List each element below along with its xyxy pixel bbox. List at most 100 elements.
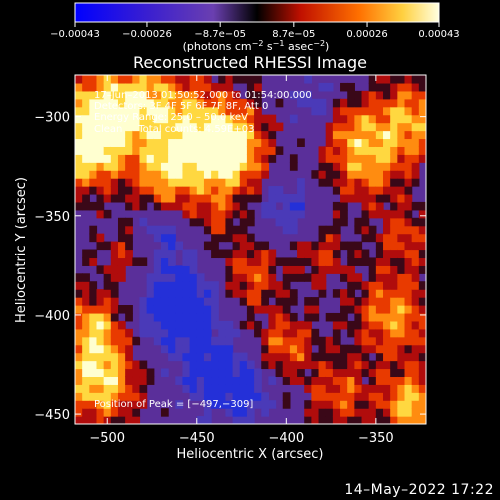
heatmap-cell bbox=[332, 178, 341, 187]
heatmap-cell bbox=[354, 336, 363, 346]
heatmap-cell bbox=[125, 138, 133, 147]
heatmap-cell bbox=[96, 162, 105, 171]
heatmap-cell bbox=[332, 336, 341, 346]
heatmap-cell bbox=[368, 209, 377, 219]
heatmap-cell bbox=[246, 114, 255, 124]
heatmap-cell bbox=[232, 384, 241, 393]
heatmap-cell bbox=[125, 416, 133, 424]
heatmap-cell bbox=[132, 416, 141, 424]
heatmap-cell bbox=[354, 360, 363, 370]
heatmap-cell bbox=[103, 170, 112, 179]
heatmap-cell bbox=[375, 312, 384, 322]
heatmap-cell bbox=[132, 75, 141, 84]
heatmap-cell bbox=[146, 138, 155, 147]
heatmap-cell bbox=[246, 209, 255, 219]
heatmap-cell bbox=[203, 400, 212, 409]
heatmap-cell bbox=[404, 384, 413, 393]
heatmap-cell bbox=[125, 249, 133, 259]
footer-date: 14–May–2022 17:22 bbox=[344, 482, 494, 498]
heatmap-cell bbox=[196, 352, 205, 362]
heatmap-cell bbox=[160, 312, 169, 322]
heatmap-cell bbox=[383, 122, 391, 132]
heatmap-cell bbox=[397, 178, 406, 187]
heatmap-cell bbox=[390, 98, 398, 108]
heatmap-cell bbox=[182, 289, 191, 298]
heatmap-cell bbox=[268, 265, 277, 274]
heatmap-cell bbox=[110, 328, 119, 338]
heatmap-cell bbox=[404, 328, 413, 338]
heatmap-cell bbox=[304, 241, 312, 251]
heatmap-cell bbox=[75, 336, 83, 346]
heatmap-cell bbox=[125, 376, 133, 385]
heatmap-cell bbox=[347, 82, 355, 92]
heatmap-cell bbox=[375, 305, 384, 314]
x-tick-label: −400 bbox=[268, 431, 304, 446]
heatmap-cell bbox=[354, 178, 363, 187]
heatmap-cell bbox=[340, 98, 348, 108]
heatmap-cell bbox=[146, 130, 155, 140]
heatmap-cell bbox=[132, 82, 141, 92]
annotation-time: 17–Jun–2013 01:50:52.000 to 01:54:00.000 bbox=[94, 90, 312, 101]
heatmap-cell bbox=[182, 344, 191, 354]
heatmap-cell bbox=[418, 297, 426, 306]
heatmap-cell bbox=[361, 336, 370, 346]
heatmap-cell bbox=[75, 352, 83, 362]
heatmap-cell bbox=[332, 265, 341, 274]
heatmap-cell bbox=[117, 257, 126, 266]
heatmap-cell bbox=[168, 320, 176, 330]
heatmap-cell bbox=[254, 241, 262, 251]
heatmap-cell bbox=[189, 146, 198, 155]
heatmap-cell bbox=[297, 193, 305, 203]
y-tick-label: −300 bbox=[34, 111, 70, 126]
heatmap-cell bbox=[254, 328, 262, 338]
heatmap-cell bbox=[82, 130, 90, 140]
heatmap-cell bbox=[418, 209, 426, 219]
heatmap-cell bbox=[375, 400, 384, 409]
heatmap-cell bbox=[282, 257, 291, 266]
heatmap-cell bbox=[368, 328, 377, 338]
heatmap-cell bbox=[225, 90, 234, 100]
heatmap-cell bbox=[254, 98, 262, 108]
heatmap-cell bbox=[168, 154, 176, 163]
heatmap-cell bbox=[160, 193, 169, 203]
heatmap-cell bbox=[411, 312, 420, 322]
heatmap-cell bbox=[411, 162, 420, 171]
heatmap-cell bbox=[311, 408, 320, 417]
heatmap-cell bbox=[139, 170, 148, 179]
heatmap-cell bbox=[325, 408, 334, 417]
y-axis-label: Heliocentric Y (arcsec) bbox=[14, 177, 29, 323]
heatmap-cell bbox=[82, 193, 90, 203]
heatmap-cell bbox=[211, 344, 219, 354]
heatmap-cell bbox=[383, 154, 391, 163]
heatmap-cell bbox=[225, 130, 234, 140]
heatmap-cell bbox=[289, 225, 298, 235]
heatmap-cell bbox=[354, 344, 363, 354]
heatmap-cell bbox=[375, 416, 384, 424]
heatmap-cell bbox=[375, 241, 384, 251]
heatmap-cell bbox=[211, 106, 219, 116]
heatmap-cell bbox=[304, 408, 312, 417]
heatmap-cell bbox=[117, 305, 126, 314]
heatmap-cell bbox=[103, 193, 112, 203]
heatmap-cell bbox=[89, 289, 98, 298]
heatmap-cell bbox=[390, 170, 398, 179]
heatmap-cell bbox=[110, 170, 119, 179]
heatmap-cell bbox=[325, 130, 334, 140]
heatmap-cell bbox=[375, 265, 384, 274]
heatmap-cell bbox=[160, 289, 169, 298]
heatmap-cell bbox=[375, 98, 384, 108]
heatmap-cell bbox=[211, 114, 219, 124]
heatmap-cell bbox=[418, 376, 426, 385]
heatmap-cell bbox=[390, 233, 398, 243]
heatmap-cell bbox=[254, 392, 262, 401]
heatmap-cell bbox=[325, 344, 334, 354]
heatmap-cell bbox=[175, 122, 184, 132]
heatmap-cell bbox=[139, 400, 148, 409]
heatmap-cell bbox=[404, 281, 413, 290]
heatmap-cell bbox=[368, 273, 377, 282]
heatmap-cell bbox=[175, 178, 184, 187]
heatmap-cell bbox=[246, 392, 255, 401]
heatmap-cell bbox=[404, 90, 413, 100]
heatmap-cell bbox=[246, 312, 255, 322]
heatmap-cell bbox=[246, 257, 255, 266]
